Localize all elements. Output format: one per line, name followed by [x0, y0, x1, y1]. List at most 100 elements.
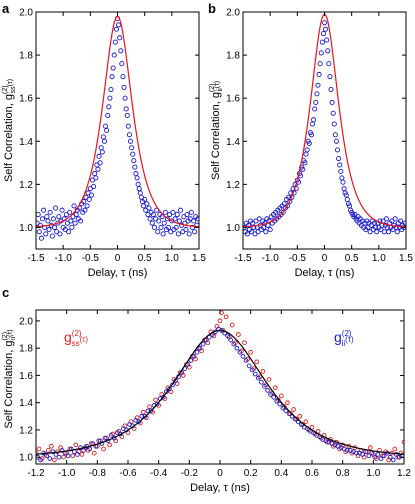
data-point: [49, 233, 55, 239]
y-tick-label: 1.0: [19, 223, 33, 234]
data-point: [154, 401, 160, 407]
data-point: [61, 454, 66, 460]
data-point: [330, 110, 336, 116]
data-point: [340, 179, 346, 185]
data-point: [228, 337, 234, 343]
y-tick-label: 1.0: [19, 453, 33, 464]
data-point: [265, 388, 270, 393]
data-point: [195, 216, 199, 222]
data-point: [112, 39, 118, 45]
data-point: [285, 400, 290, 406]
data-point: [121, 84, 127, 90]
data-point: [118, 48, 124, 54]
data-point: [259, 379, 264, 385]
y-label-sup: (2): [2, 332, 9, 341]
data-point: [52, 457, 57, 463]
x-tick-label: -1.0: [262, 253, 280, 264]
y-tick-label: 1.8: [19, 344, 33, 355]
data-point: [125, 123, 131, 129]
x-tick-label: 1.0: [165, 253, 179, 264]
data-point: [386, 229, 392, 235]
data-point: [392, 446, 398, 452]
data-point: [122, 95, 128, 101]
data-point: [393, 452, 399, 457]
legend-label-2: g(2) ii(τ): [334, 329, 354, 348]
chart-panel-b: -1.5 -1.0 -0.5 0 0.5 1.0 1.5 1.0 1.2 1.4 1.6 1.8 2.0…: [209, 8, 413, 280]
data-point: [173, 224, 179, 230]
x-tick-label: 1.5: [399, 253, 413, 264]
data-point: [36, 211, 41, 218]
data-point: [101, 446, 106, 452]
data-point: [78, 218, 84, 224]
x-tick-label: -0.5: [289, 253, 307, 264]
data-point: [280, 405, 286, 411]
x-tick-label: -1.5: [234, 253, 252, 264]
data-point: [372, 454, 378, 460]
data-point: [186, 231, 192, 237]
data-point: [272, 385, 278, 391]
data-point: [284, 203, 291, 209]
data-point: [333, 138, 340, 144]
data-point: [117, 35, 123, 41]
x-tick-label: 0.2: [244, 468, 258, 479]
legend-sub: ii: [342, 339, 346, 348]
data-point: [329, 99, 335, 106]
y-tick-label: 2.0: [19, 316, 33, 327]
data-point: [135, 181, 141, 187]
y-label-arg: (τ): [7, 79, 14, 86]
legend-arg: (τ): [345, 335, 354, 344]
fit-curve: [243, 13, 406, 228]
data-point: [278, 393, 284, 399]
data-point: [130, 151, 136, 157]
data-point: [131, 158, 137, 164]
x-tick-label: 0: [115, 253, 121, 264]
data-point: [36, 450, 39, 456]
y-label-sup: (2): [2, 85, 9, 94]
data-point: [189, 224, 196, 230]
data-point: [200, 341, 206, 347]
x-tick-label: -1.0: [55, 253, 73, 264]
data-point: [387, 454, 393, 460]
data-point: [266, 377, 272, 382]
data-point: [137, 190, 143, 196]
data-point: [280, 209, 286, 215]
data-point: [145, 408, 151, 414]
data-point: [120, 74, 126, 80]
y-tick-label: 1.0: [226, 223, 240, 234]
data-point: [164, 216, 171, 222]
series-1: [243, 20, 406, 237]
data-point: [337, 162, 343, 168]
legend-sup: (2): [72, 329, 82, 338]
data-point: [225, 333, 231, 339]
y-label-text: Self Correlation,: [3, 347, 15, 429]
data-point: [326, 61, 332, 67]
data-point: [111, 52, 117, 58]
data-point: [142, 196, 148, 202]
y-label-sub: ii: [10, 336, 17, 340]
x-tick-label: -0.5: [82, 253, 100, 264]
data-point: [398, 218, 404, 224]
legend-sub: ss: [72, 339, 80, 348]
data-point: [249, 367, 255, 373]
data-point: [95, 166, 101, 172]
data-point: [383, 216, 389, 222]
data-point: [71, 203, 77, 209]
data-point: [191, 218, 197, 224]
data-point: [267, 227, 273, 233]
data-point: [53, 205, 59, 211]
data-point: [300, 166, 306, 172]
data-point: [97, 160, 103, 166]
data-point: [318, 50, 324, 56]
y-tick-label: 1.4: [19, 137, 33, 148]
x-tick-label: 1.0: [372, 253, 386, 264]
data-point: [231, 341, 237, 347]
data-point: [188, 209, 194, 215]
data-point: [339, 175, 345, 181]
y-label-g: g: [3, 94, 15, 100]
data-point: [317, 61, 323, 67]
data-point: [223, 314, 229, 320]
data-point: [129, 145, 135, 151]
data-point: [374, 229, 380, 235]
data-point: [166, 224, 172, 230]
